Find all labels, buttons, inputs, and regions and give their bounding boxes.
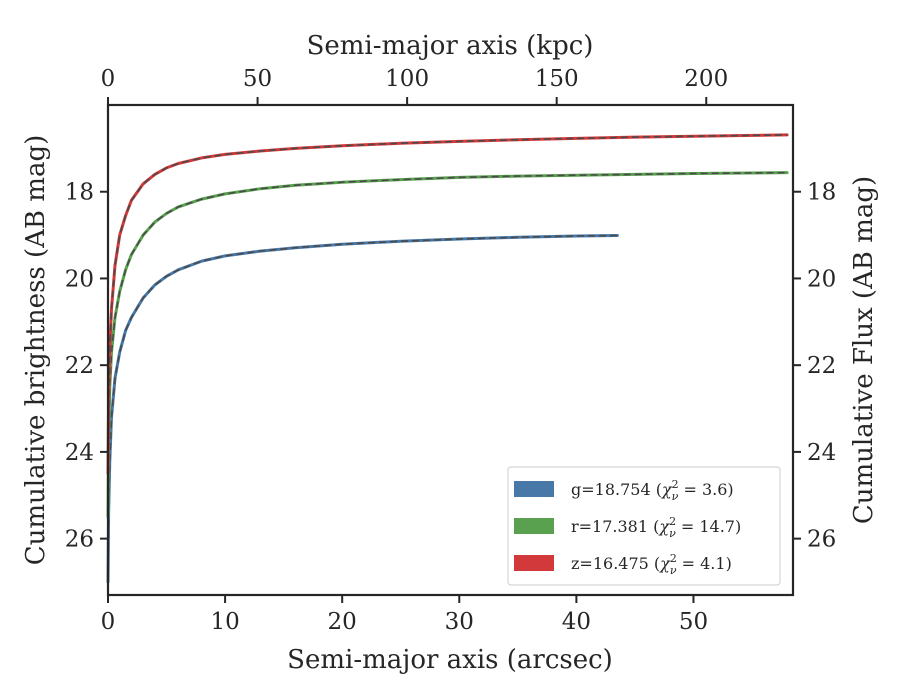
- x-tick-label-1: 10: [210, 609, 239, 635]
- right-y-tick-label-0: 18: [807, 180, 836, 206]
- top-x-axis-title: Semi-major axis (kpc): [307, 31, 594, 61]
- right-y-tick-label-1: 20: [807, 266, 836, 292]
- right-y-axis-title: Cumulative Flux (AB mag): [849, 176, 879, 524]
- x-tick-label-3: 30: [445, 609, 474, 635]
- y-axis-title: Cumulative brightness (AB mag): [21, 135, 51, 566]
- top-x-tick-label-1: 50: [243, 66, 272, 92]
- series-model-line-0: [107, 234, 618, 583]
- legend-swatch-2: [514, 555, 554, 571]
- legend-label-1: r=17.381 (χ2 ν = 14.7): [571, 515, 741, 540]
- x-tick-label-2: 20: [328, 609, 357, 635]
- series-line-2: [106, 133, 789, 476]
- legend-box: [507, 466, 781, 586]
- legend-label-0: g=18.754 (χ2 ν = 3.6): [571, 478, 734, 503]
- series-layer: [106, 133, 789, 584]
- top-x-tick-label-4: 200: [684, 66, 728, 92]
- series-line-1: [106, 171, 789, 519]
- ticks-layer: 0 10 20 30 40 50 0 50 100 150 200 18 20 22 24 26 18 20 22 2…: [65, 66, 837, 635]
- legend-label-2: z=16.475 (χ2 ν = 4.1): [571, 552, 732, 577]
- series-model-line-1: [107, 171, 788, 517]
- x-tick-label-4: 40: [562, 609, 591, 635]
- right-y-tick-label-4: 26: [807, 527, 836, 553]
- x-tick-label-5: 50: [679, 609, 708, 635]
- x-tick-label-0: 0: [101, 609, 116, 635]
- y-tick-label-3: 24: [65, 440, 94, 466]
- right-y-tick-label-3: 24: [807, 440, 836, 466]
- legend-swatch-0: [514, 481, 554, 497]
- legend: g=18.754 (χ2 ν = 3.6) r=17.381 (χ2 ν = 14.7…: [507, 466, 781, 586]
- y-tick-label-2: 22: [65, 353, 94, 379]
- y-tick-label-0: 18: [65, 180, 94, 206]
- top-x-tick-label-3: 150: [535, 66, 579, 92]
- y-tick-label-4: 26: [65, 527, 94, 553]
- top-x-tick-label-0: 0: [101, 66, 116, 92]
- top-x-tick-label-2: 100: [385, 66, 429, 92]
- legend-swatch-1: [514, 518, 554, 534]
- y-tick-label-1: 20: [65, 266, 94, 292]
- plot-frame: [106, 103, 795, 597]
- right-y-tick-label-2: 22: [807, 353, 836, 379]
- x-axis-title: Semi-major axis (arcsec): [287, 645, 613, 675]
- series-model-line-2: [107, 134, 788, 474]
